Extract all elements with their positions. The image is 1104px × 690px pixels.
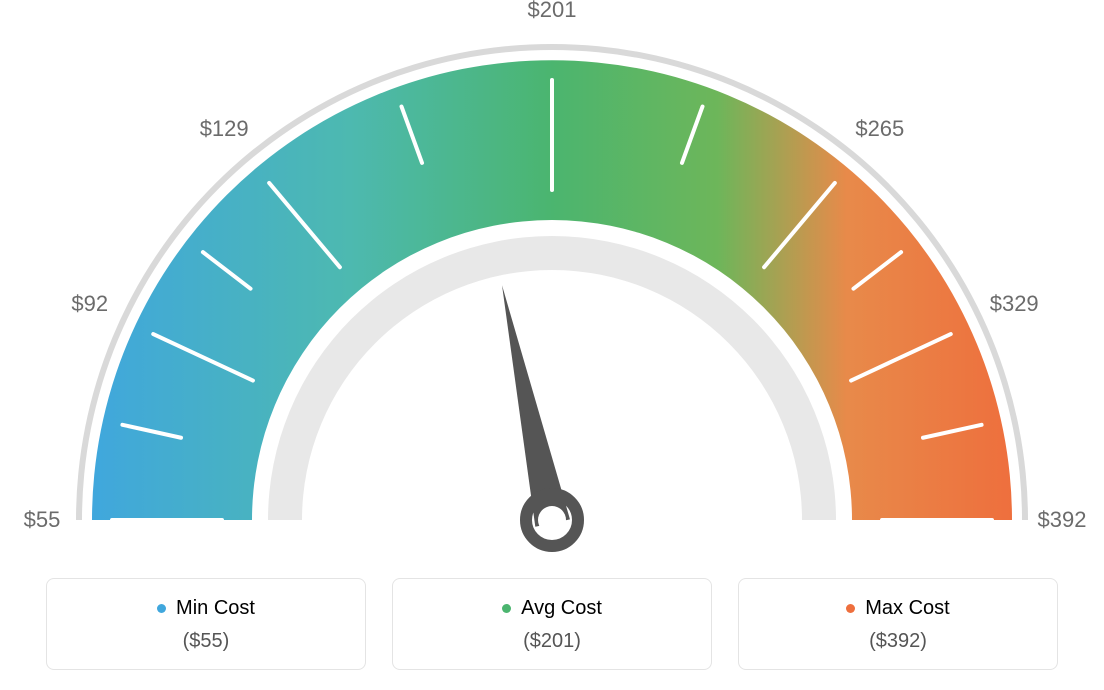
gauge-tick-label: $392 bbox=[1038, 507, 1087, 533]
gauge-tick-label: $92 bbox=[71, 291, 108, 317]
gauge-tick-label: $55 bbox=[24, 507, 61, 533]
legend-title-min: Min Cost bbox=[157, 597, 255, 620]
legend-value-min: ($55) bbox=[57, 630, 355, 653]
dot-icon bbox=[157, 604, 166, 613]
legend-row: Min Cost ($55) Avg Cost ($201) Max Cost … bbox=[0, 578, 1104, 670]
legend-card-min: Min Cost ($55) bbox=[46, 578, 366, 670]
dot-icon bbox=[846, 604, 855, 613]
gauge-tick-label: $201 bbox=[528, 0, 577, 23]
legend-value-avg: ($201) bbox=[403, 630, 701, 653]
legend-title-avg: Avg Cost bbox=[502, 597, 602, 620]
gauge-tick-label: $329 bbox=[990, 291, 1039, 317]
legend-card-max: Max Cost ($392) bbox=[738, 578, 1058, 670]
cost-gauge: $55 $92 $129 $201 $265 $329 $392 bbox=[0, 0, 1104, 560]
dot-icon bbox=[502, 604, 511, 613]
legend-value-max: ($392) bbox=[749, 630, 1047, 653]
legend-label-max: Max Cost bbox=[865, 597, 949, 620]
legend-label-avg: Avg Cost bbox=[521, 597, 602, 620]
gauge-tick-label: $129 bbox=[200, 116, 249, 142]
gauge-svg bbox=[0, 0, 1104, 560]
legend-card-avg: Avg Cost ($201) bbox=[392, 578, 712, 670]
gauge-tick-label: $265 bbox=[855, 116, 904, 142]
legend-label-min: Min Cost bbox=[176, 597, 255, 620]
legend-title-max: Max Cost bbox=[846, 597, 949, 620]
